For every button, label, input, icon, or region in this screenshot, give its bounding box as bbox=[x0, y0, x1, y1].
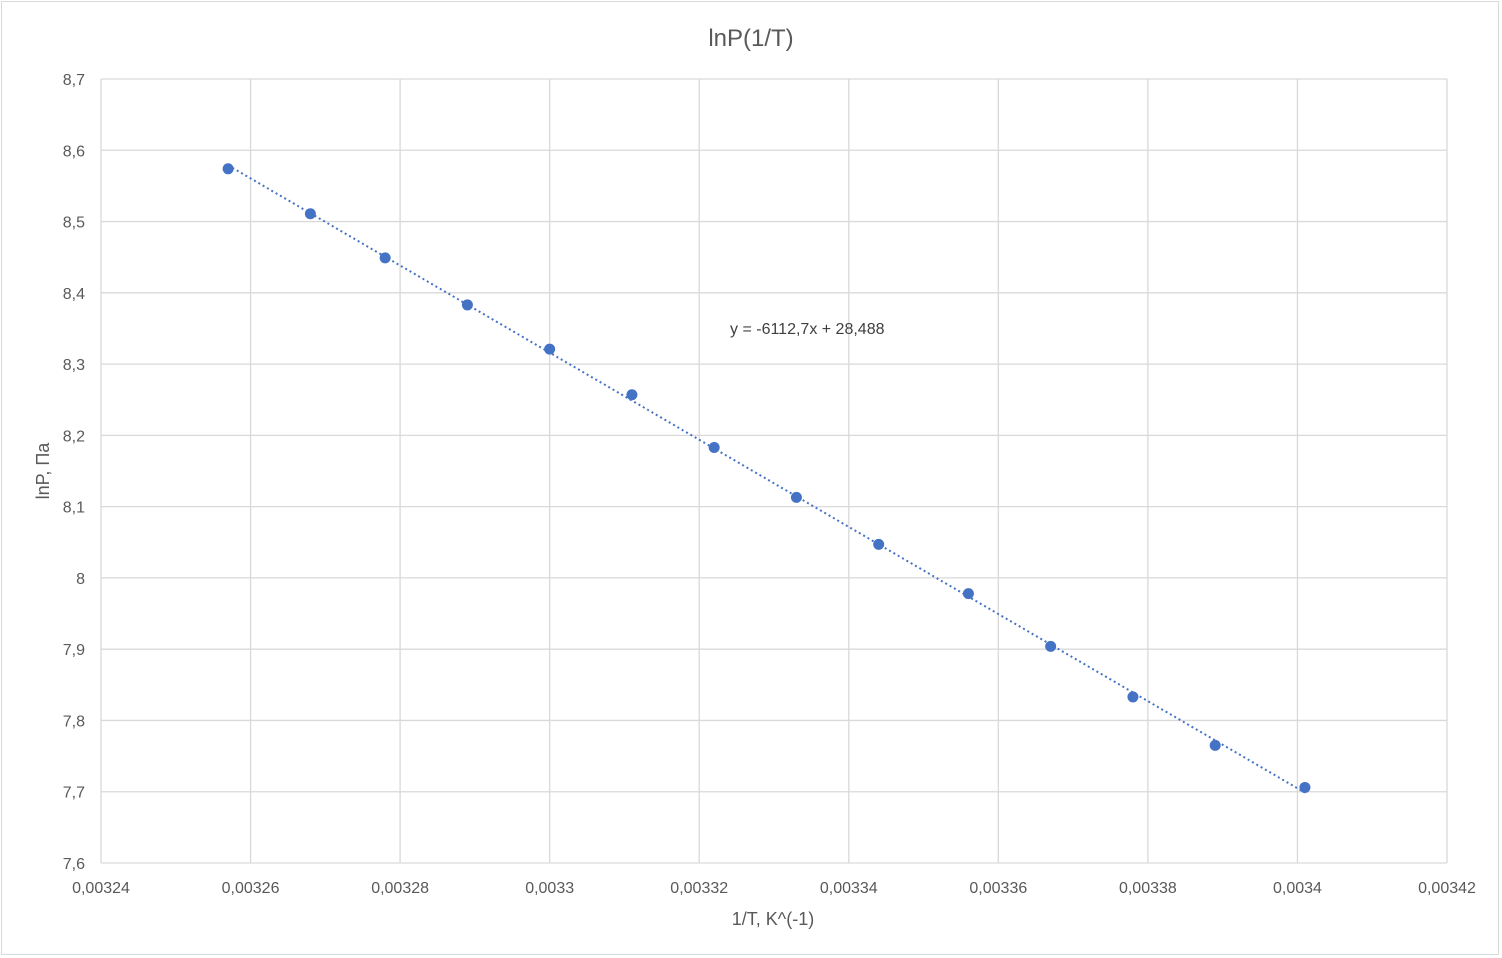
y-tick-label: 8,7 bbox=[63, 72, 85, 89]
x-tick-label: 0,00336 bbox=[969, 880, 1027, 897]
x-tick-label: 0,00342 bbox=[1418, 880, 1476, 897]
data-point bbox=[1127, 691, 1139, 703]
x-tick-label: 0,00334 bbox=[820, 880, 878, 897]
y-tick-label: 7,8 bbox=[63, 713, 85, 730]
x-tick-label: 0,0033 bbox=[525, 880, 574, 897]
x-axis-title: 1/T, K^(-1) bbox=[732, 909, 814, 929]
chart-title: lnP(1/T) bbox=[708, 25, 793, 52]
x-tick-label: 0,00324 bbox=[72, 880, 130, 897]
data-point bbox=[962, 588, 974, 600]
data-point bbox=[708, 441, 720, 453]
x-tick-label: 0,00332 bbox=[670, 880, 728, 897]
data-point bbox=[1299, 781, 1311, 793]
data-point bbox=[304, 208, 316, 220]
x-axis-tick-labels: 0,00324 0,00326 0,00328 0,0033 0,00332 0,0033… bbox=[72, 880, 1476, 897]
y-tick-label: 8 bbox=[76, 571, 85, 588]
data-point bbox=[379, 252, 391, 264]
data-point bbox=[544, 343, 556, 355]
data-points bbox=[222, 163, 1311, 793]
y-tick-label: 8,6 bbox=[63, 143, 85, 160]
y-tick-label: 7,7 bbox=[63, 785, 85, 802]
x-tick-label: 0,00326 bbox=[222, 880, 280, 897]
data-point bbox=[461, 299, 473, 311]
y-tick-label: 7,6 bbox=[63, 856, 85, 873]
trendline-equation: y = -6112,7x + 28,488 bbox=[730, 321, 885, 338]
data-point bbox=[1045, 640, 1057, 652]
x-tick-label: 0,0034 bbox=[1273, 880, 1322, 897]
x-tick-label: 0,00328 bbox=[371, 880, 429, 897]
data-point bbox=[222, 163, 234, 175]
gridlines bbox=[100, 78, 1448, 864]
y-tick-label: 8,4 bbox=[63, 286, 85, 303]
x-tick-label: 0,00338 bbox=[1119, 880, 1177, 897]
data-point bbox=[626, 389, 638, 401]
data-point bbox=[873, 538, 885, 550]
y-axis-tick-labels: 7,6 7,7 7,8 7,9 8 8,1 8,2 8,3 8,4 8,5 8,6 8,7 bbox=[63, 72, 85, 873]
y-tick-label: 8,2 bbox=[63, 428, 85, 445]
y-axis-title: lnP, Па bbox=[33, 442, 53, 500]
y-tick-label: 8,3 bbox=[63, 357, 85, 374]
y-tick-label: 8,5 bbox=[63, 215, 85, 232]
y-tick-label: 8,1 bbox=[63, 500, 85, 517]
y-tick-label: 7,9 bbox=[63, 642, 85, 659]
data-point bbox=[790, 491, 802, 503]
data-point bbox=[1209, 739, 1221, 751]
